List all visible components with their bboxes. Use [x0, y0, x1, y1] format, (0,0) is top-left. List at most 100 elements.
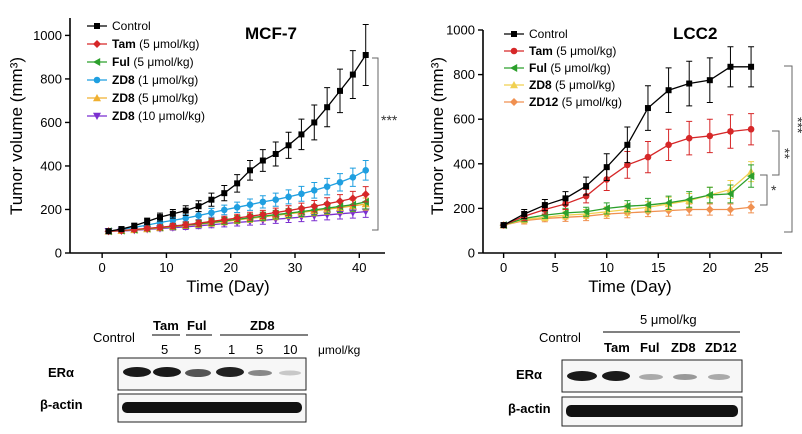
western-blot-left: Control Tam Ful ZD8 5 5 1 5 10 μmol/kg E…	[40, 318, 360, 423]
data-point	[143, 224, 152, 233]
y-axis-title: Tumor volume (mm³)	[7, 57, 26, 215]
legend-label: Control	[112, 19, 151, 33]
legend-marker	[93, 58, 101, 66]
legend-item: Control	[504, 27, 568, 41]
data-point	[583, 183, 590, 190]
data-point	[665, 141, 672, 149]
data-point	[182, 207, 189, 214]
blot-lane-zd8: ZD8	[250, 318, 275, 333]
legend-item: Tam (5 μmol/kg)	[87, 37, 199, 51]
data-point	[144, 218, 151, 225]
blot-control-label: Control	[93, 330, 135, 345]
x-tick-label: 0	[500, 260, 507, 275]
x-tick-label: 30	[288, 260, 302, 275]
data-point	[259, 157, 266, 164]
blot-dose: 10	[283, 342, 297, 357]
data-point	[233, 204, 241, 211]
legend: Control Tam (5 μmol/kg) Ful (5 μmol/kg) ZD8…	[87, 19, 205, 123]
data-point	[220, 206, 228, 214]
data-point	[748, 63, 755, 70]
data-point	[562, 195, 569, 202]
significance-label: ***	[381, 112, 398, 128]
series-control	[105, 24, 369, 235]
legend-label: Ful (5 μmol/kg)	[529, 61, 611, 75]
data-point	[208, 209, 215, 217]
y-axis-title: Tumor volume (mm³)	[428, 57, 447, 215]
legend-item: ZD8 (5 μmol/kg)	[87, 91, 198, 105]
data-point	[726, 189, 734, 198]
data-point	[686, 80, 693, 87]
data-point	[285, 142, 292, 149]
blot-band	[567, 371, 597, 381]
data-point	[603, 164, 610, 171]
blot-band	[216, 367, 244, 377]
data-point	[259, 198, 267, 206]
data-point	[272, 196, 280, 203]
blot-band	[153, 367, 181, 377]
data-point	[602, 204, 610, 213]
legend-marker	[511, 31, 517, 37]
legend-item: Control	[87, 19, 151, 33]
blot-control-label: Control	[539, 330, 581, 345]
significance-bracket: ***	[372, 57, 398, 231]
data-point	[541, 202, 548, 209]
data-point	[561, 208, 569, 217]
legend-label: ZD12 (5 μmol/kg)	[529, 95, 622, 109]
significance-label-top: ***	[790, 117, 802, 134]
chart-title: MCF-7	[245, 24, 297, 43]
data-point	[664, 198, 672, 207]
blot-band	[566, 405, 738, 417]
data-point	[323, 183, 331, 190]
data-point	[246, 212, 254, 221]
legend-label: Control	[529, 27, 568, 41]
data-point	[337, 87, 343, 94]
data-point	[685, 134, 693, 142]
blot-lane-ful: Ful	[640, 340, 660, 355]
data-point	[727, 63, 734, 70]
legend-item: ZD12 (5 μmol/kg)	[504, 95, 622, 109]
x-tick-label: 20	[703, 260, 717, 275]
chart-title: LCC2	[673, 24, 717, 43]
data-point	[310, 202, 319, 211]
legend-item: Tam (5 μmol/kg)	[504, 44, 616, 58]
data-point	[311, 119, 318, 126]
x-tick-label: 10	[599, 260, 613, 275]
blot-lane-ful: Ful	[187, 318, 207, 333]
data-point	[582, 207, 590, 216]
data-point	[705, 205, 714, 214]
data-point	[624, 161, 631, 169]
data-point	[706, 132, 714, 140]
y-tick-label: 0	[468, 246, 475, 261]
legend-marker	[510, 64, 518, 72]
data-point	[726, 205, 735, 214]
data-point	[284, 206, 293, 215]
data-point	[349, 173, 357, 181]
data-point	[540, 211, 549, 220]
data-point	[247, 167, 253, 174]
legend: Control Tam (5 μmol/kg) Ful (5 μmol/kg) ZD8…	[504, 27, 622, 109]
y-tick-label: 800	[40, 71, 62, 86]
significance-label-mid: **	[777, 148, 793, 159]
data-point	[310, 187, 318, 194]
legend-item: Ful (5 μmol/kg)	[87, 55, 194, 69]
data-point	[271, 208, 280, 217]
data-point	[234, 180, 241, 187]
y-tick-label: 600	[453, 112, 475, 127]
legend-marker	[93, 40, 101, 48]
legend-item: ZD8 (10 μmol/kg)	[87, 109, 205, 123]
data-point	[336, 197, 344, 206]
legend-item: ZD8 (5 μmol/kg)	[504, 78, 615, 92]
data-point	[361, 190, 370, 199]
legend-item: Ful (5 μmol/kg)	[504, 61, 611, 75]
data-point	[706, 77, 713, 84]
blot-dose: 5	[194, 342, 201, 357]
x-axis-title: Time (Day)	[588, 277, 671, 296]
y-tick-label: 800	[453, 67, 475, 82]
blot-lane-zd8: ZD8	[671, 340, 696, 355]
data-point	[348, 194, 357, 203]
series-tam-5	[104, 186, 370, 236]
y-tick-label: 0	[55, 246, 62, 261]
data-point	[285, 193, 292, 201]
data-point	[220, 215, 229, 224]
